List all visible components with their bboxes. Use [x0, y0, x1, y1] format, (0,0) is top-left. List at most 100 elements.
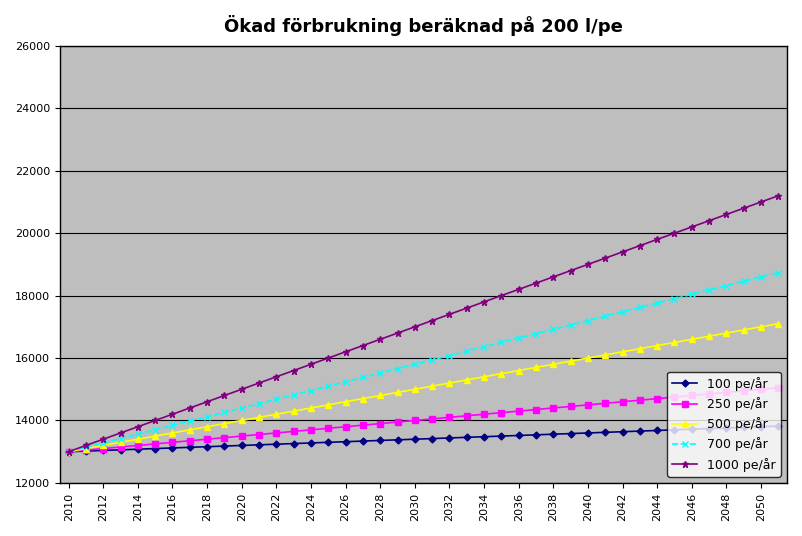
- 700 pe/år: [756, 274, 766, 280]
- 700 pe/år: [323, 383, 333, 389]
- 500 pe/år: [202, 423, 212, 430]
- 500 pe/år: [480, 374, 489, 380]
- 250 pe/år: [565, 403, 575, 410]
- 1000 pe/år: [427, 317, 437, 324]
- 100 pe/år: [565, 430, 575, 437]
- 500 pe/år: [427, 383, 437, 389]
- 1000 pe/år: [272, 374, 282, 380]
- 100 pe/år: [704, 426, 714, 432]
- 250 pe/år: [254, 431, 264, 438]
- 100 pe/år: [81, 448, 91, 455]
- 700 pe/år: [531, 331, 541, 337]
- 1000 pe/år: [687, 224, 697, 230]
- 250 pe/år: [462, 413, 472, 419]
- 500 pe/år: [115, 439, 125, 445]
- 250 pe/år: [393, 419, 403, 425]
- 700 pe/år: [341, 378, 350, 385]
- 250 pe/år: [306, 427, 316, 433]
- 500 pe/år: [375, 392, 385, 399]
- 100 pe/år: [289, 441, 298, 447]
- 500 pe/år: [133, 436, 143, 442]
- 700 pe/år: [635, 304, 645, 311]
- 500 pe/år: [687, 336, 697, 343]
- 700 pe/år: [358, 374, 367, 381]
- 100 pe/år: [202, 443, 212, 450]
- 1000 pe/år: [99, 436, 108, 442]
- 1000 pe/år: [341, 348, 350, 355]
- 700 pe/år: [272, 396, 282, 403]
- 100 pe/år: [480, 434, 489, 440]
- 100 pe/år: [306, 440, 316, 446]
- 500 pe/år: [168, 430, 177, 436]
- 700 pe/år: [306, 388, 316, 394]
- 700 pe/år: [704, 287, 714, 293]
- 250 pe/år: [480, 411, 489, 418]
- 500 pe/år: [652, 343, 662, 349]
- 500 pe/år: [81, 445, 91, 452]
- 1000 pe/år: [202, 399, 212, 405]
- 500 pe/år: [444, 380, 454, 386]
- 100 pe/år: [272, 441, 282, 448]
- 250 pe/år: [81, 447, 91, 453]
- 500 pe/år: [99, 442, 108, 449]
- 100 pe/år: [652, 427, 662, 434]
- 250 pe/år: [704, 391, 714, 397]
- 250 pe/år: [722, 389, 731, 396]
- 100 pe/år: [410, 436, 419, 442]
- 250 pe/år: [220, 434, 229, 441]
- 100 pe/år: [549, 431, 558, 437]
- 700 pe/år: [652, 300, 662, 306]
- 1000 pe/år: [601, 255, 610, 262]
- 700 pe/år: [462, 348, 472, 354]
- 1000 pe/år: [81, 442, 91, 449]
- 1000 pe/år: [531, 280, 541, 286]
- 700 pe/år: [583, 317, 593, 324]
- 250 pe/år: [427, 416, 437, 422]
- 250 pe/år: [375, 420, 385, 427]
- 700 pe/år: [496, 339, 506, 346]
- 500 pe/år: [670, 339, 679, 346]
- 500 pe/år: [220, 420, 229, 427]
- 700 pe/år: [774, 269, 784, 276]
- 700 pe/år: [150, 427, 160, 433]
- 250 pe/år: [168, 439, 177, 445]
- 500 pe/år: [393, 389, 403, 396]
- 250 pe/år: [410, 417, 419, 423]
- 100 pe/år: [64, 449, 74, 455]
- 500 pe/år: [756, 324, 766, 330]
- 700 pe/år: [289, 392, 298, 398]
- 100 pe/år: [99, 447, 108, 453]
- 1000 pe/år: [704, 218, 714, 224]
- 700 pe/år: [168, 422, 177, 429]
- Line: 100 pe/år: 100 pe/år: [67, 423, 781, 454]
- 250 pe/år: [64, 449, 74, 455]
- 500 pe/år: [306, 405, 316, 411]
- 250 pe/år: [687, 392, 697, 399]
- 500 pe/år: [323, 401, 333, 408]
- 500 pe/år: [565, 358, 575, 364]
- 100 pe/år: [618, 428, 627, 435]
- 500 pe/år: [410, 386, 419, 392]
- 500 pe/år: [358, 396, 367, 402]
- Line: 500 pe/år: 500 pe/år: [65, 320, 782, 455]
- 100 pe/år: [133, 446, 143, 452]
- 250 pe/år: [496, 410, 506, 416]
- 100 pe/år: [583, 430, 593, 436]
- 100 pe/år: [601, 429, 610, 436]
- 700 pe/år: [444, 352, 454, 359]
- 1000 pe/år: [133, 423, 143, 430]
- 250 pe/år: [99, 445, 108, 452]
- 100 pe/år: [670, 427, 679, 433]
- 700 pe/år: [375, 370, 385, 376]
- 1000 pe/år: [565, 267, 575, 274]
- 100 pe/år: [687, 426, 697, 433]
- 100 pe/år: [531, 431, 541, 438]
- 1000 pe/år: [549, 274, 558, 280]
- 250 pe/år: [739, 388, 748, 394]
- 100 pe/år: [444, 435, 454, 441]
- 700 pe/år: [64, 449, 74, 455]
- 1000 pe/år: [358, 343, 367, 349]
- 1000 pe/år: [150, 417, 160, 423]
- 1000 pe/år: [774, 192, 784, 199]
- 500 pe/år: [531, 364, 541, 370]
